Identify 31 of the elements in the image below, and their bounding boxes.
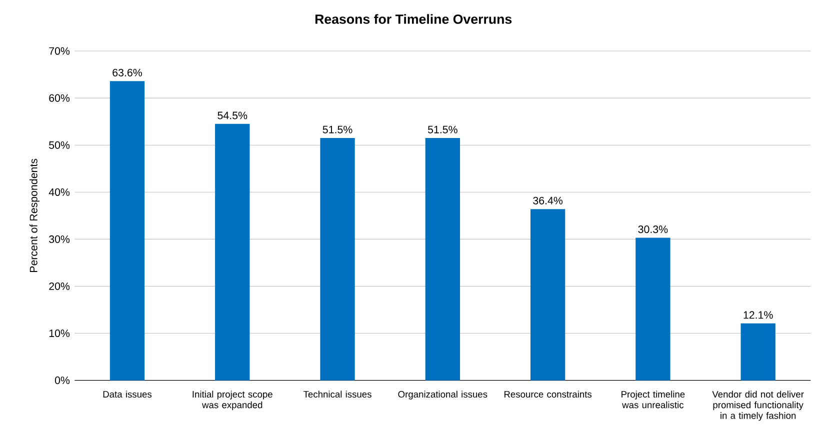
y-tick-label: 60% [49, 94, 70, 102]
y-tick-label: 30% [49, 235, 70, 243]
x-tick-label: Project timeline was unrealistic [622, 390, 685, 408]
y-tick-label: 0% [54, 376, 70, 384]
data-label: 36.4% [533, 196, 563, 204]
bar [636, 238, 670, 380]
bar [740, 323, 776, 380]
data-label: 30.3% [638, 226, 668, 234]
y-axis-title: Percent of Respondents [30, 158, 40, 272]
data-label: 51.5% [428, 126, 458, 134]
bar [530, 209, 566, 380]
y-tick-label: 10% [49, 330, 70, 338]
bar [425, 138, 460, 380]
chart-title: Reasons for Timeline Overruns [315, 14, 512, 24]
x-tick-label: Resource constraints [504, 390, 592, 398]
bar [110, 81, 145, 380]
x-tick-label: Technical issues [303, 390, 372, 398]
y-tick-label: 20% [49, 282, 70, 290]
data-label: 54.5% [218, 112, 248, 120]
y-tick-label: 40% [48, 188, 70, 196]
x-tick-label: Vendor did not deliver promised functionality in a timely fashion [712, 390, 804, 421]
x-tick-label: Initial project scope was expanded [192, 390, 272, 410]
bar [215, 124, 250, 380]
data-label: 12.1% [744, 311, 773, 319]
y-tick-label: 50% [49, 141, 70, 149]
y-tick-label: 70% [49, 47, 70, 55]
bar [320, 138, 355, 380]
x-tick-label: Organizational issues [398, 390, 488, 400]
x-tick-label: Data issues [103, 390, 152, 398]
data-label: 63.6% [112, 68, 142, 76]
data-label: 51.5% [322, 126, 352, 134]
